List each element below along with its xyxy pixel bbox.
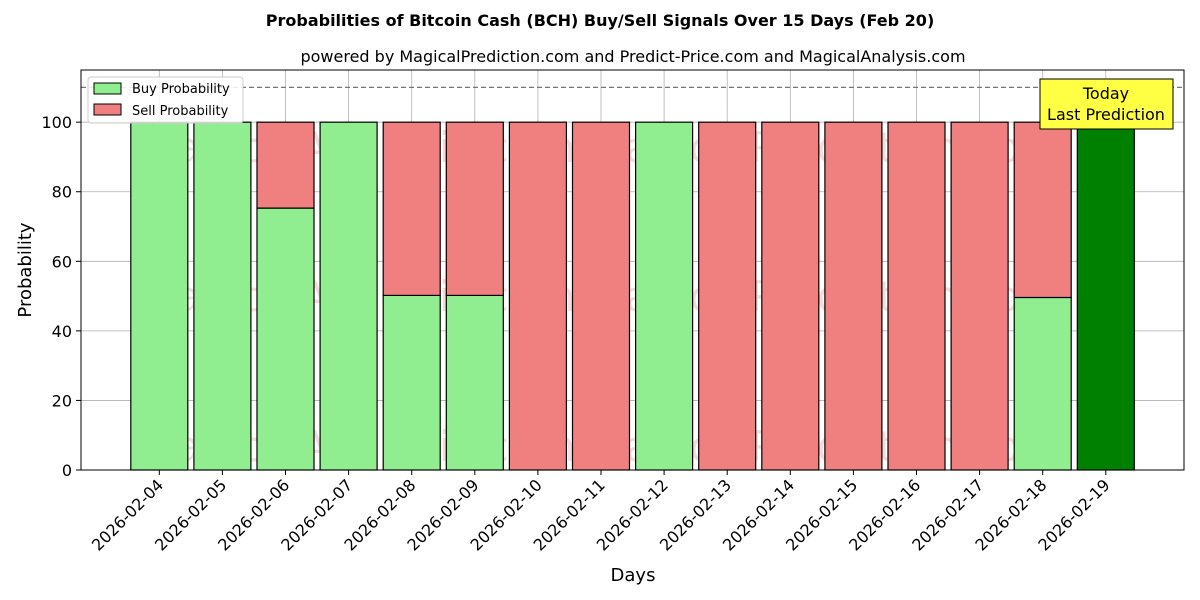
chart-title: Probabilities of Bitcoin Cash (BCH) Buy/… bbox=[266, 11, 935, 30]
bar-buy bbox=[382, 294, 441, 471]
bars bbox=[130, 121, 1135, 471]
y-tick-label: 40 bbox=[52, 322, 72, 341]
y-axis: 0 20 40 60 80 100 bbox=[41, 113, 81, 480]
bar-buy bbox=[1013, 296, 1072, 471]
legend-label-sell: Sell Probability bbox=[132, 104, 229, 119]
legend-box bbox=[87, 76, 244, 124]
legend-swatch-sell bbox=[93, 103, 122, 116]
y-tick-label: 0 bbox=[62, 461, 72, 480]
bar-sell bbox=[887, 121, 946, 471]
y-tick-label: 60 bbox=[52, 252, 72, 271]
annotation-line-2: Last Prediction bbox=[1047, 105, 1165, 124]
today-annotation: Today Last Prediction bbox=[1039, 78, 1174, 130]
bar-sell bbox=[508, 121, 567, 471]
bar-sell bbox=[382, 121, 441, 296]
bar-buy bbox=[634, 121, 694, 471]
bar-sell bbox=[698, 121, 757, 471]
bar-sell bbox=[1013, 121, 1072, 299]
y-tick-label: 80 bbox=[52, 183, 72, 202]
bar-buy bbox=[319, 121, 378, 471]
bar-buy bbox=[130, 121, 189, 471]
y-tick-label: 100 bbox=[41, 113, 72, 132]
bar-sell bbox=[950, 121, 1009, 471]
legend: Buy Probability Sell Probability bbox=[87, 76, 244, 124]
bar-sell bbox=[824, 121, 883, 471]
bar-buy bbox=[445, 294, 504, 471]
plot-frame bbox=[80, 69, 1185, 471]
bar-buy bbox=[193, 121, 252, 471]
bar-buy bbox=[256, 207, 315, 471]
plot-area: MagicalAnalysis.com MagicalPrediction.co… bbox=[80, 69, 1185, 471]
y-tick-label: 20 bbox=[52, 391, 72, 410]
y-axis-label: Probability bbox=[15, 222, 36, 317]
annotation-line-1: Today bbox=[1082, 84, 1129, 103]
bar-sell bbox=[445, 121, 504, 296]
x-axis-label: Days bbox=[611, 565, 656, 586]
annotation-box bbox=[1039, 78, 1174, 130]
bar-buy bbox=[1076, 121, 1135, 471]
bar-sell bbox=[256, 121, 315, 209]
legend-swatch-buy bbox=[93, 82, 122, 95]
x-axis: 2026-02-042026-02-052026-02-062026-02-07… bbox=[88, 470, 1114, 555]
bar-sell bbox=[761, 121, 820, 471]
bar-sell bbox=[571, 121, 631, 471]
legend-label-buy: Buy Probability bbox=[132, 82, 230, 97]
chart-subtitle: powered by MagicalPrediction.com and Pre… bbox=[300, 47, 965, 66]
